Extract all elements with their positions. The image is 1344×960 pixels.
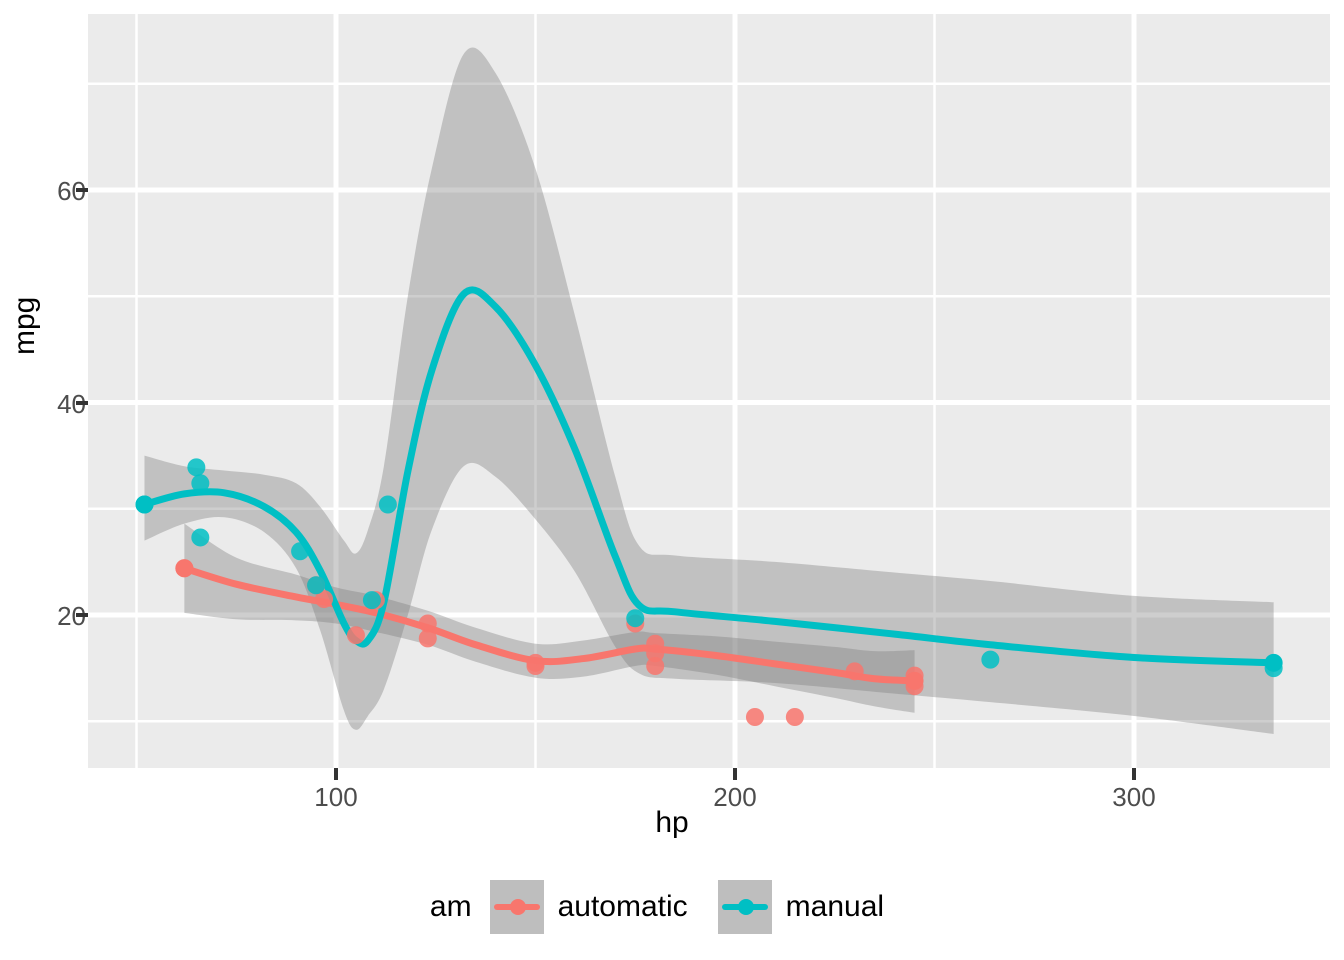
legend-label-automatic: automatic <box>557 890 688 923</box>
data-point-manual <box>626 609 645 628</box>
x-tick-mark-100 <box>334 768 338 780</box>
y-tick-mark-40 <box>76 401 88 405</box>
data-point-manual <box>191 474 210 493</box>
legend-item-manual[interactable]: manual <box>717 880 914 934</box>
data-point-automatic <box>785 708 804 726</box>
legend-item-automatic[interactable]: automatic <box>489 880 718 934</box>
data-point-automatic <box>646 657 665 675</box>
data-point-manual <box>378 495 397 514</box>
confidence-band-automatic <box>184 523 915 713</box>
x-tick-label-200: 200 <box>713 782 757 812</box>
data-point-manual <box>981 650 1000 669</box>
confidence-band-manual <box>144 47 1274 734</box>
data-point-automatic <box>418 629 437 648</box>
data-point-automatic <box>845 662 864 681</box>
data-point-automatic <box>418 614 437 633</box>
x-axis-title: hp <box>655 806 689 839</box>
fit-line-manual <box>140 286 1278 667</box>
data-points <box>135 458 1283 726</box>
data-point-automatic <box>315 590 334 609</box>
x-tick-label-100: 100 <box>314 782 358 812</box>
legend-dot-manual <box>737 899 754 915</box>
legend-key-automatic <box>489 880 544 934</box>
y-tick-mark-60 <box>76 188 88 192</box>
data-point-automatic <box>745 708 764 726</box>
legend-title: am <box>429 890 472 923</box>
fit-endpoint-automatic <box>905 671 924 690</box>
fit-endpoint-manual <box>1264 653 1283 672</box>
plot-canvas <box>88 14 1330 768</box>
data-point-automatic <box>526 653 545 672</box>
data-point-manual <box>362 591 381 610</box>
plot-panel <box>88 14 1330 768</box>
data-point-manual <box>191 528 210 547</box>
x-tick-label-300: 300 <box>1112 782 1156 812</box>
data-point-automatic <box>346 626 365 645</box>
fit-endpoint-manual <box>135 495 154 514</box>
data-point-manual <box>187 458 206 477</box>
confidence-bands <box>144 47 1274 734</box>
legend-key-manual <box>717 880 772 934</box>
legend-label-manual: manual <box>785 890 885 923</box>
legend: am automatic manual <box>0 880 1344 934</box>
fit-endpoint-automatic <box>175 559 194 578</box>
data-point-manual <box>307 576 326 595</box>
legend-dot-automatic <box>509 899 526 915</box>
x-tick-mark-200 <box>733 768 737 780</box>
data-point-automatic <box>646 634 665 653</box>
data-point-manual <box>291 542 310 561</box>
y-axis-title: mpg <box>8 296 41 355</box>
x-tick-mark-300 <box>1132 768 1136 780</box>
y-tick-mark-20 <box>76 613 88 617</box>
